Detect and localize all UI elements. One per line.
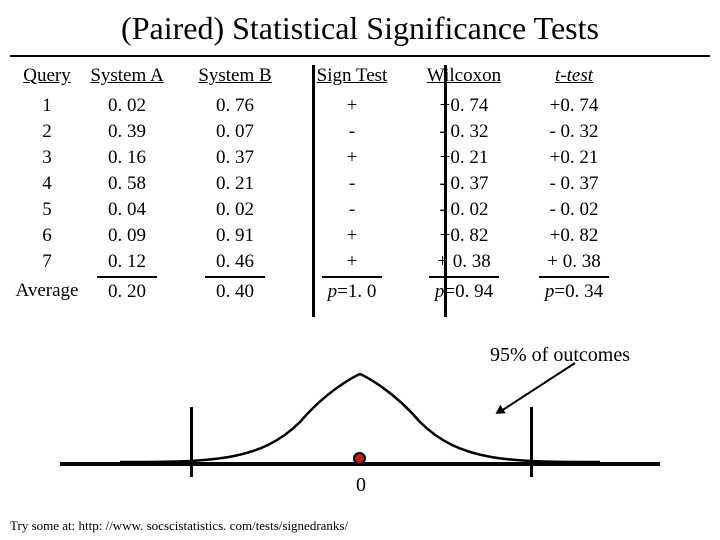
zero-label: 0 (356, 474, 366, 497)
hdr-wilcoxon: Wilcoxon (427, 65, 501, 87)
summary-system-b: 0. 40 (216, 279, 254, 305)
summary-label: Average (16, 278, 79, 304)
divider (444, 65, 447, 317)
table-row: + 0. 38 (547, 249, 600, 275)
rule-line (322, 276, 382, 278)
summary-sign: p=1. 0 (328, 279, 377, 305)
table-row: 0. 39 (108, 119, 146, 145)
col-system-b: System B 0. 76 0. 07 0. 37 0. 21 0. 02 0… (190, 65, 280, 305)
summary-ttest: p=0. 34 (545, 279, 603, 305)
table-row: + (347, 249, 358, 275)
tick-left (190, 407, 193, 477)
rule-line (539, 276, 609, 278)
table-row: 0. 09 (108, 223, 146, 249)
sample-dot-icon (353, 452, 366, 465)
table-row: - 0. 37 (549, 171, 598, 197)
table-row: 0. 46 (216, 249, 254, 275)
hdr-system-b: System B (198, 65, 271, 87)
table-row: + (347, 223, 358, 249)
col-wilcoxon: Wilcoxon +0. 74 - 0. 32 +0. 21 - 0. 37 -… (414, 65, 514, 305)
bell-curve-region: 95% of outcomes 0 (60, 362, 660, 512)
table-row: +0. 82 (550, 223, 599, 249)
p-value: =0. 34 (554, 281, 603, 302)
table-row: 0. 16 (108, 145, 146, 171)
col-sign-test: Sign Test + - + - - + + p=1. 0 (302, 65, 402, 305)
table-row: 1 (42, 93, 52, 119)
p-value: =1. 0 (337, 281, 376, 302)
table-row: 0. 02 (216, 197, 254, 223)
table-row: 2 (42, 119, 52, 145)
table-row: +0. 74 (550, 93, 599, 119)
table-row: - 0. 02 (549, 197, 598, 223)
col-system-a: System A 0. 02 0. 39 0. 16 0. 58 0. 04 0… (82, 65, 172, 305)
table-row: 0. 12 (108, 249, 146, 275)
p-value: =0. 94 (444, 281, 493, 302)
table-row: 0. 21 (216, 171, 254, 197)
p-label: p (328, 281, 338, 302)
table-row: 0. 07 (216, 119, 254, 145)
table-row: 7 (42, 249, 52, 275)
rule-line (97, 276, 157, 278)
table-row: 0. 02 (108, 93, 146, 119)
table-row: 0. 76 (216, 93, 254, 119)
table-row: +0. 21 (550, 145, 599, 171)
p-label: p (545, 281, 555, 302)
table-row: 0. 91 (216, 223, 254, 249)
table-row: + (347, 93, 358, 119)
tick-right (530, 407, 533, 477)
table-row: - (349, 119, 355, 145)
table-row: 3 (42, 145, 52, 171)
hdr-ttest: t-test (555, 65, 593, 87)
table-row: - (349, 197, 355, 223)
col-query: Query 1 2 3 4 5 6 7 Average (12, 65, 82, 305)
rule-line (429, 276, 499, 278)
rule-line (205, 276, 265, 278)
hdr-query: Query (23, 65, 70, 87)
col-ttest: t-test +0. 74 - 0. 32 +0. 21 - 0. 37 - 0… (524, 65, 624, 305)
hdr-system-a: System A (90, 65, 163, 87)
table-row: 0. 04 (108, 197, 146, 223)
table-row: + (347, 145, 358, 171)
page-title: (Paired) Statistical Significance Tests (10, 0, 710, 57)
hdr-sign: Sign Test (317, 65, 388, 87)
table-row: - 0. 32 (549, 119, 598, 145)
table-region: Query 1 2 3 4 5 6 7 Average System A 0. … (0, 57, 720, 305)
divider (312, 65, 315, 317)
table-row: 0. 37 (216, 145, 254, 171)
footer-link: Try some at: http: //www. socscistatisti… (10, 518, 348, 534)
table-row: - (349, 171, 355, 197)
table-row: 5 (42, 197, 52, 223)
summary-system-a: 0. 20 (108, 279, 146, 305)
table-row: 4 (42, 171, 52, 197)
p-label: p (435, 281, 445, 302)
table-row: 6 (42, 223, 52, 249)
table-row: 0. 58 (108, 171, 146, 197)
